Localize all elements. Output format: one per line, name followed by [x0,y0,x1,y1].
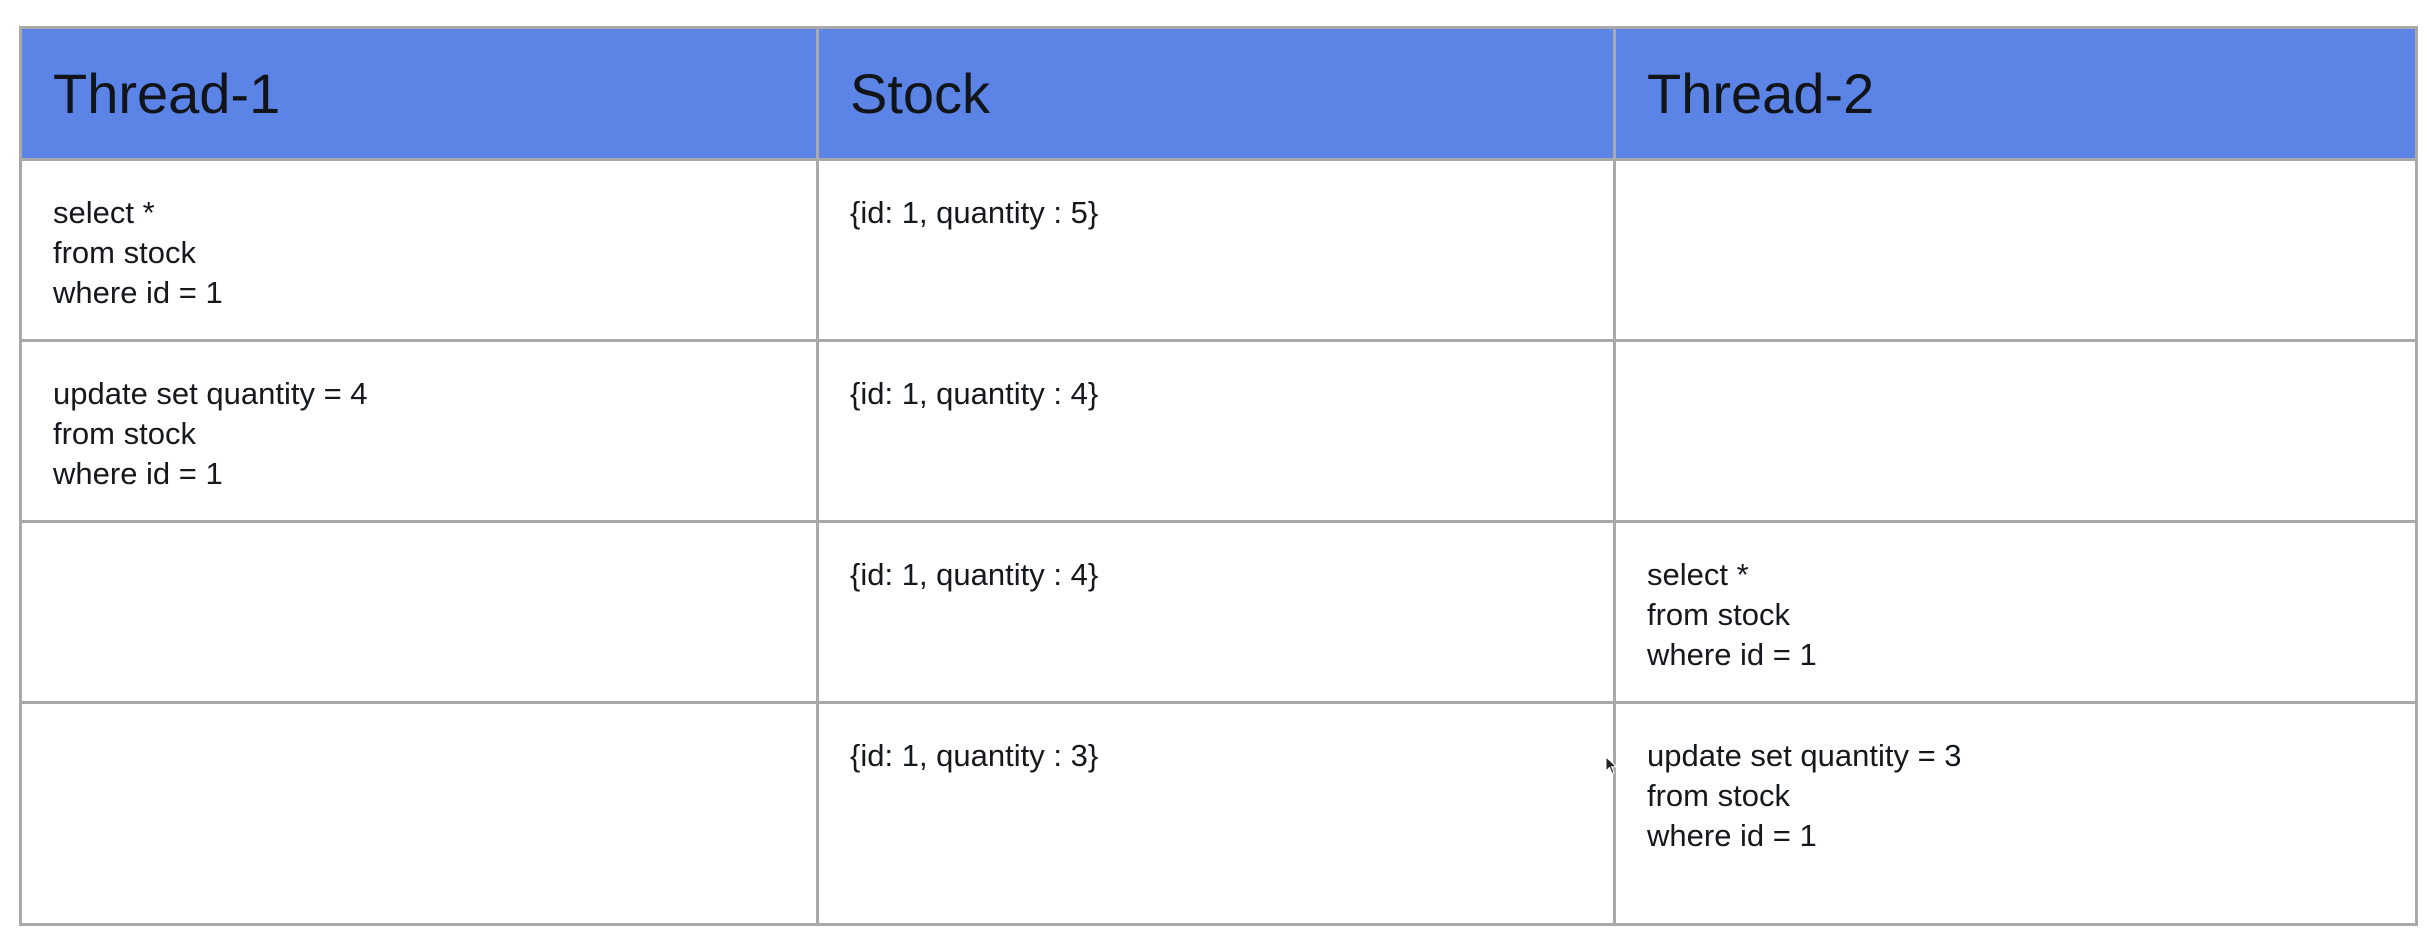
sql-line: where id = 1 [1647,818,1817,853]
header-stock: Stock [816,26,1616,161]
cell-thread-1 [19,701,819,926]
table-row: update set quantity = 4 from stock where… [19,339,2418,523]
sql-line: select * [1647,557,1749,592]
header-thread-2: Thread-2 [1613,26,2418,161]
cell-stock: {id: 1, quantity : 4} [816,339,1616,523]
cell-thread-1: select * from stock where id = 1 [19,158,819,342]
cell-thread-1: update set quantity = 4 from stock where… [19,339,819,523]
stock-value: {id: 1, quantity : 4} [850,376,1099,411]
header-row: Thread-1 Stock Thread-2 [19,26,2418,161]
sql-line: update set quantity = 3 [1647,738,1962,773]
sql-line: where id = 1 [53,456,223,491]
table-row: {id: 1, quantity : 4} select * from stoc… [19,520,2418,704]
table-row: select * from stock where id = 1 {id: 1,… [19,158,2418,342]
sql-line: update set quantity = 4 [53,376,368,411]
table-row: {id: 1, quantity : 3} update set quantit… [19,701,2418,926]
sql-line: from stock [53,235,196,270]
header-thread-1: Thread-1 [19,26,819,161]
stock-value: {id: 1, quantity : 3} [850,738,1099,773]
sql-line: from stock [1647,778,1790,813]
stock-value: {id: 1, quantity : 4} [850,557,1099,592]
sql-line: from stock [1647,597,1790,632]
cell-thread-2: select * from stock where id = 1 [1613,520,2418,704]
cell-thread-1 [19,520,819,704]
sql-line: where id = 1 [1647,637,1817,672]
stock-value: {id: 1, quantity : 5} [850,195,1099,230]
cell-stock: {id: 1, quantity : 4} [816,520,1616,704]
cell-thread-2 [1613,339,2418,523]
sql-line: where id = 1 [53,275,223,310]
sql-line: from stock [53,416,196,451]
cell-thread-2: update set quantity = 3 from stock where… [1613,701,2418,926]
cell-stock: {id: 1, quantity : 5} [816,158,1616,342]
transaction-table: Thread-1 Stock Thread-2 select * from st… [19,26,2418,926]
mouse-pointer-icon [1605,756,1618,775]
cell-stock: {id: 1, quantity : 3} [816,701,1616,926]
sql-line: select * [53,195,155,230]
cell-thread-2 [1613,158,2418,342]
